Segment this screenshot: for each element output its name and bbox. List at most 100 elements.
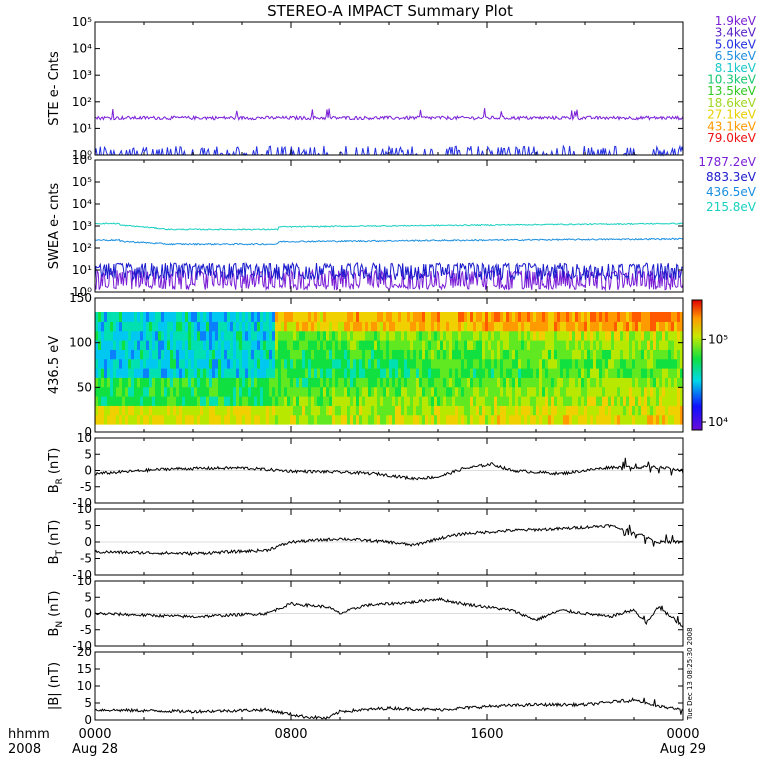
heatmap-cell xyxy=(311,377,315,388)
heatmap-cell xyxy=(605,358,609,369)
heatmap-cell xyxy=(524,312,528,322)
heatmap-cell xyxy=(191,377,195,388)
heatmap-cell xyxy=(650,414,654,425)
heatmap-cell xyxy=(533,330,537,341)
heatmap-cell xyxy=(512,312,516,322)
heatmap-cell xyxy=(329,340,333,350)
heatmap-cell xyxy=(263,358,267,369)
heatmap-cell xyxy=(428,321,432,332)
heatmap-cell xyxy=(587,386,591,397)
heatmap-cell xyxy=(599,321,603,332)
heatmap-cell xyxy=(494,377,498,388)
heatmap-cell xyxy=(560,386,564,397)
heatmap-cell xyxy=(563,321,567,332)
heatmap-cell xyxy=(383,368,387,378)
heatmap-cell xyxy=(338,377,342,388)
heatmap-cell xyxy=(542,405,546,416)
heatmap-cell xyxy=(221,340,225,350)
heatmap-cell xyxy=(656,330,660,341)
y-tick-label: 10 xyxy=(77,502,92,516)
heatmap-cell xyxy=(491,396,495,406)
heatmap-cell xyxy=(377,377,381,388)
heatmap-cell xyxy=(533,349,537,360)
heatmap-cell xyxy=(566,368,570,378)
heatmap-cell xyxy=(674,349,678,360)
heatmap-cell xyxy=(149,396,153,406)
heatmap-cell xyxy=(320,414,324,425)
heatmap-cell xyxy=(263,386,267,397)
heatmap-cell xyxy=(566,386,570,397)
heatmap-cell xyxy=(608,340,612,350)
heatmap-cell xyxy=(242,330,246,341)
heatmap-cell xyxy=(101,386,105,397)
heatmap-cell xyxy=(410,358,414,369)
heatmap-cell xyxy=(302,377,306,388)
heatmap-cell xyxy=(188,396,192,406)
heatmap-cell xyxy=(398,330,402,341)
heatmap-cell xyxy=(344,312,348,322)
heatmap-cell xyxy=(647,340,651,350)
heatmap-cell xyxy=(305,377,309,388)
heatmap-cell xyxy=(293,414,297,425)
heatmap-cell xyxy=(302,396,306,406)
heatmap-cell xyxy=(239,330,243,341)
heatmap-cell xyxy=(650,340,654,350)
heatmap-cell xyxy=(134,377,138,388)
heatmap-cell xyxy=(158,386,162,397)
heatmap-cell xyxy=(593,312,597,322)
heatmap-cell xyxy=(110,368,114,378)
heatmap-cell xyxy=(629,349,633,360)
heatmap-cell xyxy=(395,396,399,406)
heatmap-cell xyxy=(611,405,615,416)
heatmap-cell xyxy=(134,349,138,360)
heatmap-cell xyxy=(527,386,531,397)
heatmap-cell xyxy=(476,396,480,406)
heatmap-cell xyxy=(449,368,453,378)
heatmap-cell xyxy=(455,349,459,360)
heatmap-cell xyxy=(500,312,504,322)
heatmap-cell xyxy=(404,414,408,425)
heatmap-cell xyxy=(209,312,213,322)
heatmap-colorbar xyxy=(691,299,703,431)
heatmap-cell xyxy=(185,368,189,378)
heatmap-cell xyxy=(647,312,651,322)
heatmap-cell xyxy=(581,368,585,378)
heatmap-cell xyxy=(665,312,669,322)
heatmap-cell xyxy=(524,414,528,425)
heatmap-cell xyxy=(566,405,570,416)
heatmap-cell xyxy=(152,405,156,416)
heatmap-cell xyxy=(674,368,678,378)
heatmap-cell xyxy=(110,396,114,406)
heatmap-cell xyxy=(134,312,138,322)
heatmap-cell xyxy=(206,321,210,332)
heatmap-cell xyxy=(140,405,144,416)
heatmap-cell xyxy=(500,414,504,425)
heatmap-cell xyxy=(503,405,507,416)
heatmap-cell xyxy=(569,386,573,397)
heatmap-cell xyxy=(539,396,543,406)
y-axis-label: 436.5 eV xyxy=(47,336,62,394)
heatmap-cell xyxy=(227,405,231,416)
heatmap-cell xyxy=(299,340,303,350)
heatmap-cell xyxy=(548,330,552,341)
heatmap-cell xyxy=(599,414,603,425)
heatmap-cell xyxy=(284,340,288,350)
heatmap-cell xyxy=(275,321,279,332)
heatmap-cell xyxy=(116,396,120,406)
heatmap-cell xyxy=(176,386,180,397)
heatmap-cell xyxy=(413,358,417,369)
heatmap-cell xyxy=(590,349,594,360)
heatmap-cell xyxy=(452,377,456,388)
heatmap-cell xyxy=(287,340,291,350)
heatmap-cell xyxy=(305,340,309,350)
y-tick-label: 0 xyxy=(84,607,92,621)
heatmap-cell xyxy=(416,330,420,341)
heatmap-cell xyxy=(413,414,417,425)
heatmap-cell xyxy=(209,330,213,341)
heatmap-cell xyxy=(116,414,120,425)
heatmap-cell xyxy=(248,368,252,378)
heatmap-cell xyxy=(629,330,633,341)
heatmap-cell xyxy=(542,396,546,406)
heatmap-cell xyxy=(539,377,543,388)
heatmap-cell xyxy=(227,312,231,322)
